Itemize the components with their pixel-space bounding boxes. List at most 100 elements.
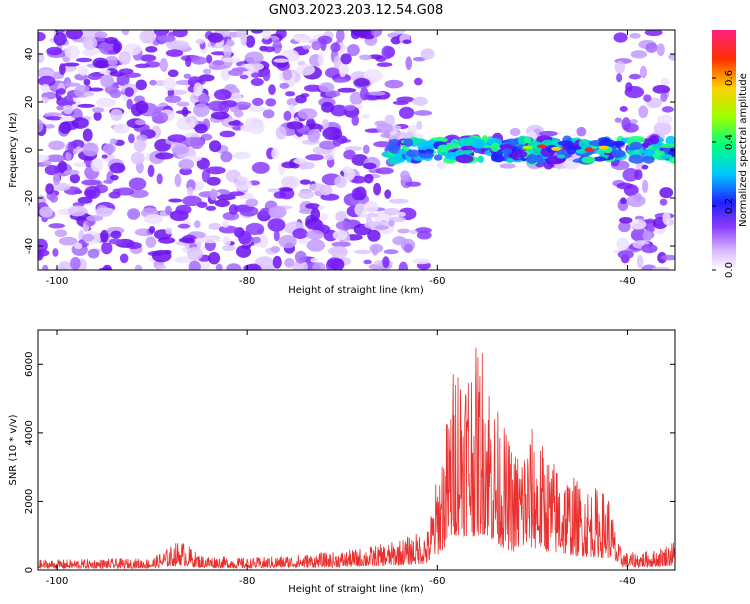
heatmap-cell	[244, 62, 264, 71]
heatmap-cell	[75, 146, 82, 154]
heatmap-cell	[81, 179, 101, 186]
heatmap-cell	[384, 207, 400, 216]
x-tick-label: -60	[429, 276, 445, 287]
heatmap-cell	[87, 248, 100, 259]
heatmap-cell	[310, 257, 319, 263]
heatmap-cell	[101, 154, 108, 159]
heatmap-cell	[381, 45, 393, 60]
heatmap-cell	[262, 68, 271, 82]
heatmap-cell	[164, 95, 182, 104]
heatmap-cell	[125, 241, 142, 250]
heatmap-cell	[104, 36, 118, 44]
heatmap-cell	[344, 146, 363, 151]
heatmap-cell	[392, 100, 409, 105]
heatmap-cell	[327, 257, 342, 270]
heatmap-cell	[238, 230, 252, 245]
heatmap-cell	[57, 160, 68, 174]
heatmap-cell	[40, 83, 50, 93]
heatmap-cell	[67, 141, 74, 154]
heatmap-cell	[228, 69, 244, 76]
heatmap-cell	[384, 189, 392, 199]
heatmap-cell	[418, 152, 435, 159]
heatmap-cell	[653, 121, 672, 136]
heatmap-cell	[353, 249, 372, 254]
heatmap-cell	[509, 128, 521, 137]
heatmap-cell	[619, 105, 628, 112]
heatmap-cell	[299, 161, 315, 170]
heatmap-cell	[205, 205, 217, 211]
heatmap-cell	[578, 138, 591, 149]
heatmap-cell	[239, 206, 259, 217]
heatmap-cell	[130, 151, 145, 165]
heatmap-cell	[361, 114, 371, 119]
heatmap-cell	[201, 236, 221, 244]
heatmap-cell	[642, 230, 653, 242]
heatmap-cell	[295, 94, 307, 104]
heatmap-cell	[333, 78, 348, 83]
heatmap-cell	[651, 266, 670, 270]
heatmap-cell	[330, 104, 348, 117]
heatmap-cell	[139, 54, 157, 62]
heatmap-cell	[245, 35, 256, 48]
heatmap-cell	[434, 154, 443, 161]
heatmap-cell	[398, 106, 415, 119]
heatmap-cell	[463, 149, 473, 154]
heatmap-cell	[176, 116, 196, 131]
heatmap-cell	[416, 230, 432, 240]
heatmap-cell	[212, 59, 225, 66]
heatmap-cell	[41, 264, 49, 270]
heatmap-cell	[165, 49, 184, 57]
heatmap-cell	[343, 149, 356, 160]
heatmap-cell	[302, 45, 312, 50]
heatmap-cell	[215, 263, 223, 270]
heatmap-cell	[645, 42, 658, 53]
heatmap-cell	[616, 73, 623, 83]
heatmap-peak	[536, 144, 547, 149]
heatmap-cell	[82, 48, 96, 57]
heatmap-cell	[63, 169, 80, 176]
heatmap-cell	[592, 156, 607, 162]
heatmap-cell	[397, 228, 410, 234]
heatmap-cell	[163, 77, 176, 91]
heatmap-cell	[167, 69, 179, 78]
colorbar-tick-label: 0.0	[724, 262, 735, 278]
heatmap-cell	[636, 254, 644, 269]
heatmap-cell	[278, 187, 293, 192]
heatmap-cell	[145, 45, 158, 53]
y-tick-label: -20	[24, 190, 35, 206]
heatmap-cell	[38, 52, 45, 64]
heatmap-cell	[268, 206, 287, 219]
heatmap-cell	[108, 191, 121, 199]
heatmap-cell	[247, 105, 267, 112]
heatmap-cell	[178, 237, 195, 243]
heatmap-cell	[392, 125, 402, 130]
heatmap-cell	[320, 212, 329, 221]
colorbar-tick-label: 0.4	[724, 134, 735, 150]
heatmap-cell	[280, 175, 301, 189]
y-tick-label: 2000	[24, 489, 35, 514]
heatmap-cell	[252, 97, 264, 107]
heatmap-cell	[134, 264, 143, 270]
heatmap-cell	[335, 220, 352, 231]
heatmap-cell	[188, 260, 201, 270]
heatmap-cell	[526, 153, 538, 164]
heatmap-cell	[151, 249, 172, 263]
heatmap-cell	[59, 63, 66, 76]
heatmap-cell	[39, 206, 53, 218]
heatmap-cell	[110, 230, 122, 239]
heatmap-cell	[228, 204, 239, 215]
heatmap-cell	[259, 207, 271, 216]
heatmap-cell	[327, 246, 346, 256]
heatmap-cell	[210, 51, 228, 56]
heatmap-cell	[629, 32, 641, 39]
heatmap-cell	[174, 256, 193, 264]
heatmap-cell	[65, 30, 84, 40]
heatmap-cell	[392, 236, 407, 246]
heatmap-cell	[614, 117, 622, 123]
heatmap-peak	[584, 148, 595, 152]
heatmap-cell	[294, 250, 307, 264]
heatmap-cell	[214, 199, 230, 208]
heatmap-cell	[311, 40, 322, 51]
heatmap-cell	[108, 238, 123, 245]
heatmap-cell	[208, 222, 222, 230]
